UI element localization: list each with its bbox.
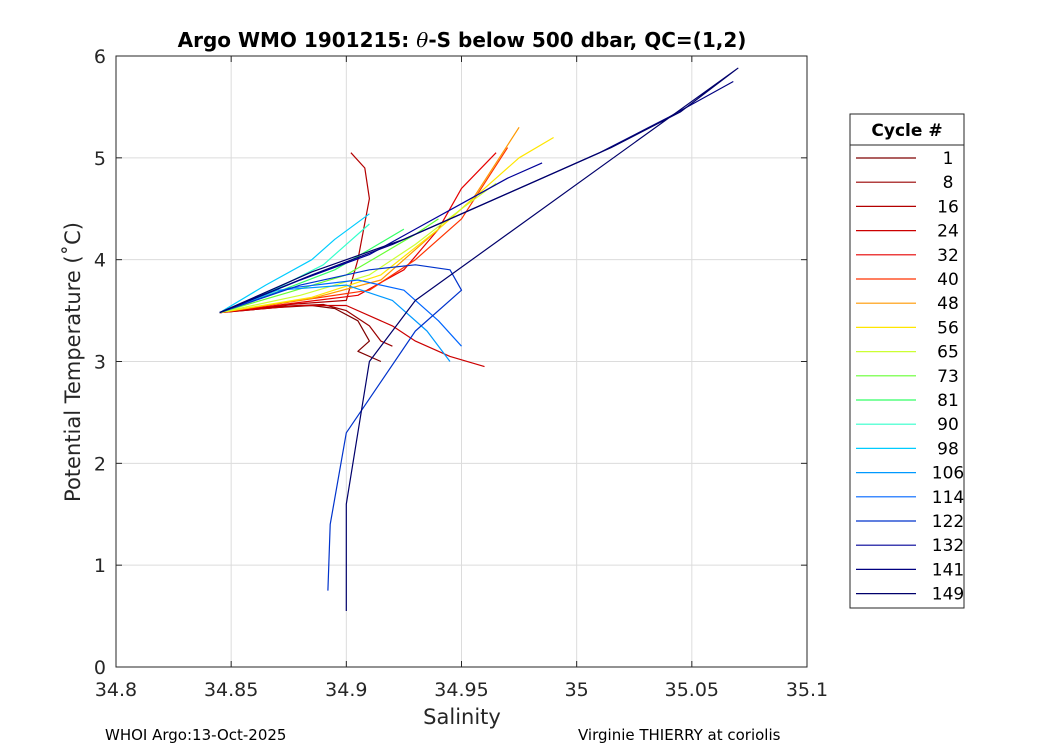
legend-label-cycle-122: 122 [932,512,964,532]
legend-label-cycle-132: 132 [932,536,964,556]
x-tick-label: 34.85 [204,679,258,701]
legend-label-cycle-114: 114 [932,488,964,508]
x-tick-labels: 34.8 34.85 34.9 34.95 35 35.05 35.1 [95,679,828,701]
legend-label-cycle-24: 24 [937,222,959,242]
legend-label-cycle-98: 98 [937,439,959,459]
legend-box [849,113,965,609]
series-line-cycle-65 [219,182,497,314]
series-line-cycle-32 [219,152,497,314]
y-tick-label: 1 [94,555,106,577]
legend-entries: 1 8 16 24 32 40 48 56 65 73 81 90 98 106 114 122 132 141 1… [856,149,964,605]
series-line-cycle-48 [219,126,520,314]
x-tick-label: 34.9 [325,679,367,701]
gridlines [116,56,807,667]
x-tick-label: 34.95 [434,679,488,701]
legend-label-cycle-48: 48 [937,294,959,314]
series-line-cycle-122 [219,264,463,591]
legend-label-cycle-8: 8 [943,173,954,193]
legend-label-cycle-81: 81 [937,391,959,411]
legend-label-cycle-56: 56 [937,318,959,338]
legend: Cycle # 1 8 16 24 32 40 48 56 65 73 81 90 98 106 114 12… [849,113,965,609]
legend-title: Cycle # [871,121,942,141]
series-line-cycle-149 [219,67,739,611]
legend-label-cycle-106: 106 [932,464,964,484]
y-tick-label: 3 [94,352,106,374]
legend-label-cycle-40: 40 [937,270,959,290]
y-axis-label: Potential Temperature (˚C) [61,222,85,502]
series-line-cycle-8 [219,303,393,347]
x-tick-label: 35.1 [786,679,828,701]
legend-label-cycle-16: 16 [937,197,959,217]
legend-label-cycle-90: 90 [937,415,959,435]
y-tick-label: 5 [94,148,106,170]
y-tick-label: 0 [94,657,106,679]
x-tick-label: 35 [565,679,589,701]
footer-date: WHOI Argo:13-Oct-2025 [105,726,287,744]
y-tick-label: 2 [94,453,106,475]
x-axis-label: Salinity [423,705,501,729]
series-line-cycle-73 [219,218,439,314]
x-tick-label: 34.8 [95,679,137,701]
y-tick-labels: 0 1 2 3 4 5 6 [94,46,106,679]
series-line-cycle-16 [219,152,370,314]
legend-label-cycle-65: 65 [937,343,959,363]
series-line-cycle-114 [219,279,462,347]
series-line-cycle-106 [219,284,451,362]
series-line-cycle-56 [219,136,554,314]
legend-label-cycle-32: 32 [937,246,959,266]
series-line-cycle-24 [219,304,485,368]
series-line-cycle-98 [219,213,370,314]
legend-label-cycle-149: 149 [932,585,964,605]
y-tick-label: 6 [94,46,106,68]
series-layer [219,67,739,611]
ticks [115,55,808,668]
legend-label-cycle-73: 73 [937,367,959,387]
chart-title: Argo WMO 1901215: θ-S below 500 dbar, QC… [178,28,747,52]
legend-label-cycle-1: 1 [943,149,954,169]
y-tick-label: 4 [94,250,106,272]
x-tick-label: 35.05 [665,679,719,701]
legend-label-cycle-141: 141 [932,560,964,580]
footer-credit: Virginie THIERRY at coriolis [578,726,781,744]
